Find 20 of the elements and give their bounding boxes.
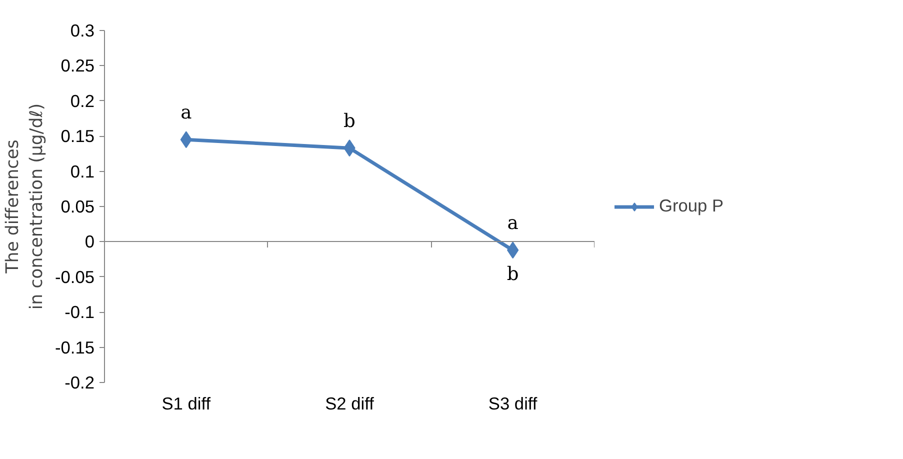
y-tick-label: 0.2 (70, 90, 95, 111)
y-tick-label: 0 (84, 232, 95, 252)
y-tick-label: 0.1 (70, 161, 95, 182)
y-tick-label: 0.3 (70, 20, 95, 40)
legend-label: Group P (659, 196, 724, 216)
y-axis-title: The differences in concentration (μg/dℓ) (3, 103, 48, 310)
x-tick-label: S2 diff (325, 394, 374, 414)
annotation: b (506, 264, 519, 286)
x-tick-label: S3 diff (488, 394, 538, 414)
y-tick-label: -0.2 (64, 372, 94, 392)
annotation: b (344, 111, 356, 132)
x-tick-label: S1 diff (162, 394, 211, 414)
annotation: a (180, 102, 192, 124)
y-tick-label: 0.25 (60, 56, 95, 76)
y-tick-label: -0.15 (55, 337, 95, 358)
y-tick-label: 0.15 (60, 126, 95, 146)
y-tick-label: -0.05 (55, 266, 95, 287)
y-tick-label: 0.05 (60, 196, 95, 216)
y-tick-label: -0.1 (64, 302, 94, 322)
annotation: a (507, 213, 518, 234)
